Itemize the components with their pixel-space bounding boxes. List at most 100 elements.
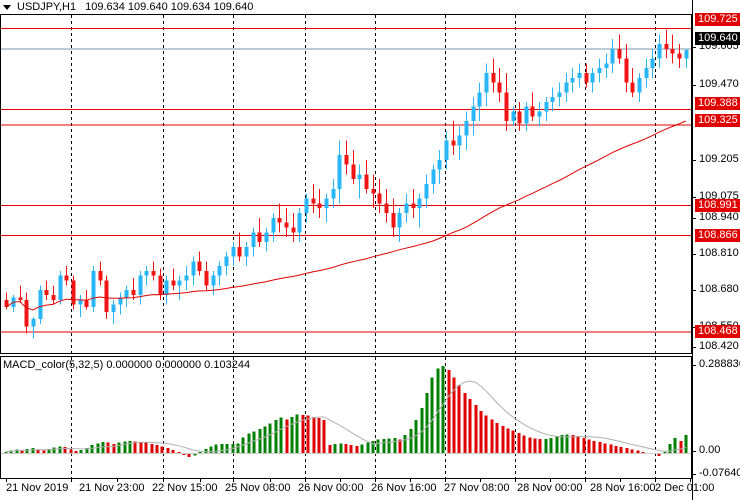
macd-tick-mark (693, 365, 696, 366)
price-tick-mark (693, 197, 696, 198)
candle-body (98, 270, 103, 281)
macd-bar (511, 430, 515, 453)
candle-body (297, 212, 302, 233)
candle-body (78, 299, 83, 305)
macd-bar (501, 425, 505, 453)
price-tick-mark (693, 47, 696, 48)
macd-bar (538, 439, 542, 453)
time-axis-label: 22 Nov 15:00 (152, 482, 218, 494)
candle-body (331, 188, 336, 199)
macd-bar (517, 433, 521, 453)
macd-bar (349, 445, 353, 453)
symbol-label: USDJPY,H1 (17, 1, 77, 13)
candle-body (564, 82, 569, 93)
macd-bar (187, 452, 191, 458)
macd-bar (106, 442, 110, 453)
price-tick-label: 108.420 (699, 340, 739, 352)
candle-body (637, 77, 642, 93)
candle-body (471, 106, 476, 122)
candle-body (537, 111, 542, 117)
macd-bar (209, 446, 213, 453)
candle-body (144, 270, 149, 276)
macd-bar (630, 449, 634, 453)
candle-body (304, 198, 309, 213)
candle-body (64, 275, 69, 281)
macd-bar (609, 444, 613, 453)
candle-body (384, 203, 389, 213)
macd-bar (614, 445, 618, 453)
candle-body (464, 121, 469, 136)
macd-bar (565, 434, 569, 453)
macd-bar (52, 447, 56, 453)
macd-bar (679, 440, 683, 453)
macd-bar (560, 434, 564, 453)
price-scale[interactable]: 109.605 109.470 109.205 109.075 108.940 108.8… (693, 0, 740, 500)
candle-body (417, 198, 422, 209)
macd-bar (673, 437, 677, 453)
candle-body (31, 319, 36, 327)
candle-body (151, 270, 156, 276)
candle-body (511, 111, 516, 122)
macd-indicator-label[interactable]: MACD_color(5,32,5) 0.000000 0.000000 0.1… (3, 359, 251, 371)
macd-bar (322, 419, 326, 453)
macd-bar (279, 417, 283, 453)
candle-body (324, 198, 329, 209)
price-level-tag[interactable]: 109.325 (695, 114, 740, 127)
macd-bar (663, 451, 667, 453)
macd-bar (333, 443, 337, 453)
macd-bar (112, 443, 116, 453)
candle-body (377, 193, 382, 204)
macd-bar (9, 450, 13, 453)
macd-bar (42, 450, 46, 453)
price-tick-label: 109.605 (699, 40, 739, 52)
macd-bar (555, 436, 559, 453)
macd-histogram[interactable] (4, 365, 688, 458)
macd-bar (139, 442, 143, 453)
macd-bar (295, 414, 299, 453)
macd-bar (430, 377, 434, 453)
macd-bar (58, 446, 62, 453)
macd-bar (495, 422, 499, 453)
candle-body (124, 290, 129, 298)
candle-series[interactable] (4, 29, 689, 339)
moving-average-line (6, 120, 686, 311)
macd-bar (582, 437, 586, 453)
price-level-tag[interactable]: 108.991 (695, 199, 740, 212)
price-tick-mark (693, 347, 696, 348)
candle-body (677, 53, 682, 59)
macd-bar (123, 441, 127, 453)
macd-bar (198, 451, 202, 453)
price-level-tag[interactable]: 108.866 (695, 229, 740, 242)
triangle-down-icon[interactable] (3, 4, 11, 10)
macd-bar (101, 442, 105, 453)
price-tick-mark (693, 254, 696, 255)
candle-body (424, 184, 429, 199)
candle-body (91, 270, 96, 308)
candle-body (204, 270, 209, 286)
macd-bar (328, 445, 332, 453)
candle-body (431, 169, 436, 184)
candle-body (184, 275, 189, 281)
candle-body (71, 280, 76, 305)
price-level-tag[interactable]: 109.388 (695, 97, 740, 110)
price-level-tag[interactable]: 108.468 (695, 325, 740, 338)
price-level-tag[interactable]: 109.725 (695, 13, 740, 26)
candle-body (138, 275, 143, 296)
macd-bar (598, 442, 602, 453)
macd-bar (387, 438, 391, 453)
macd-bar (376, 439, 380, 453)
macd-bar (36, 449, 40, 453)
macd-bar (393, 437, 397, 453)
macd-bar (117, 442, 121, 453)
macd-bar (220, 443, 224, 453)
candle-body (577, 72, 582, 78)
macd-bar (441, 365, 445, 453)
macd-bar (214, 444, 218, 453)
price-tick-label: 108.680 (699, 283, 739, 295)
macd-bar (25, 449, 29, 453)
last-price-tag[interactable]: 109.640 (695, 32, 740, 45)
macd-bar (274, 419, 278, 453)
price-tick-label: 109.075 (699, 190, 739, 202)
